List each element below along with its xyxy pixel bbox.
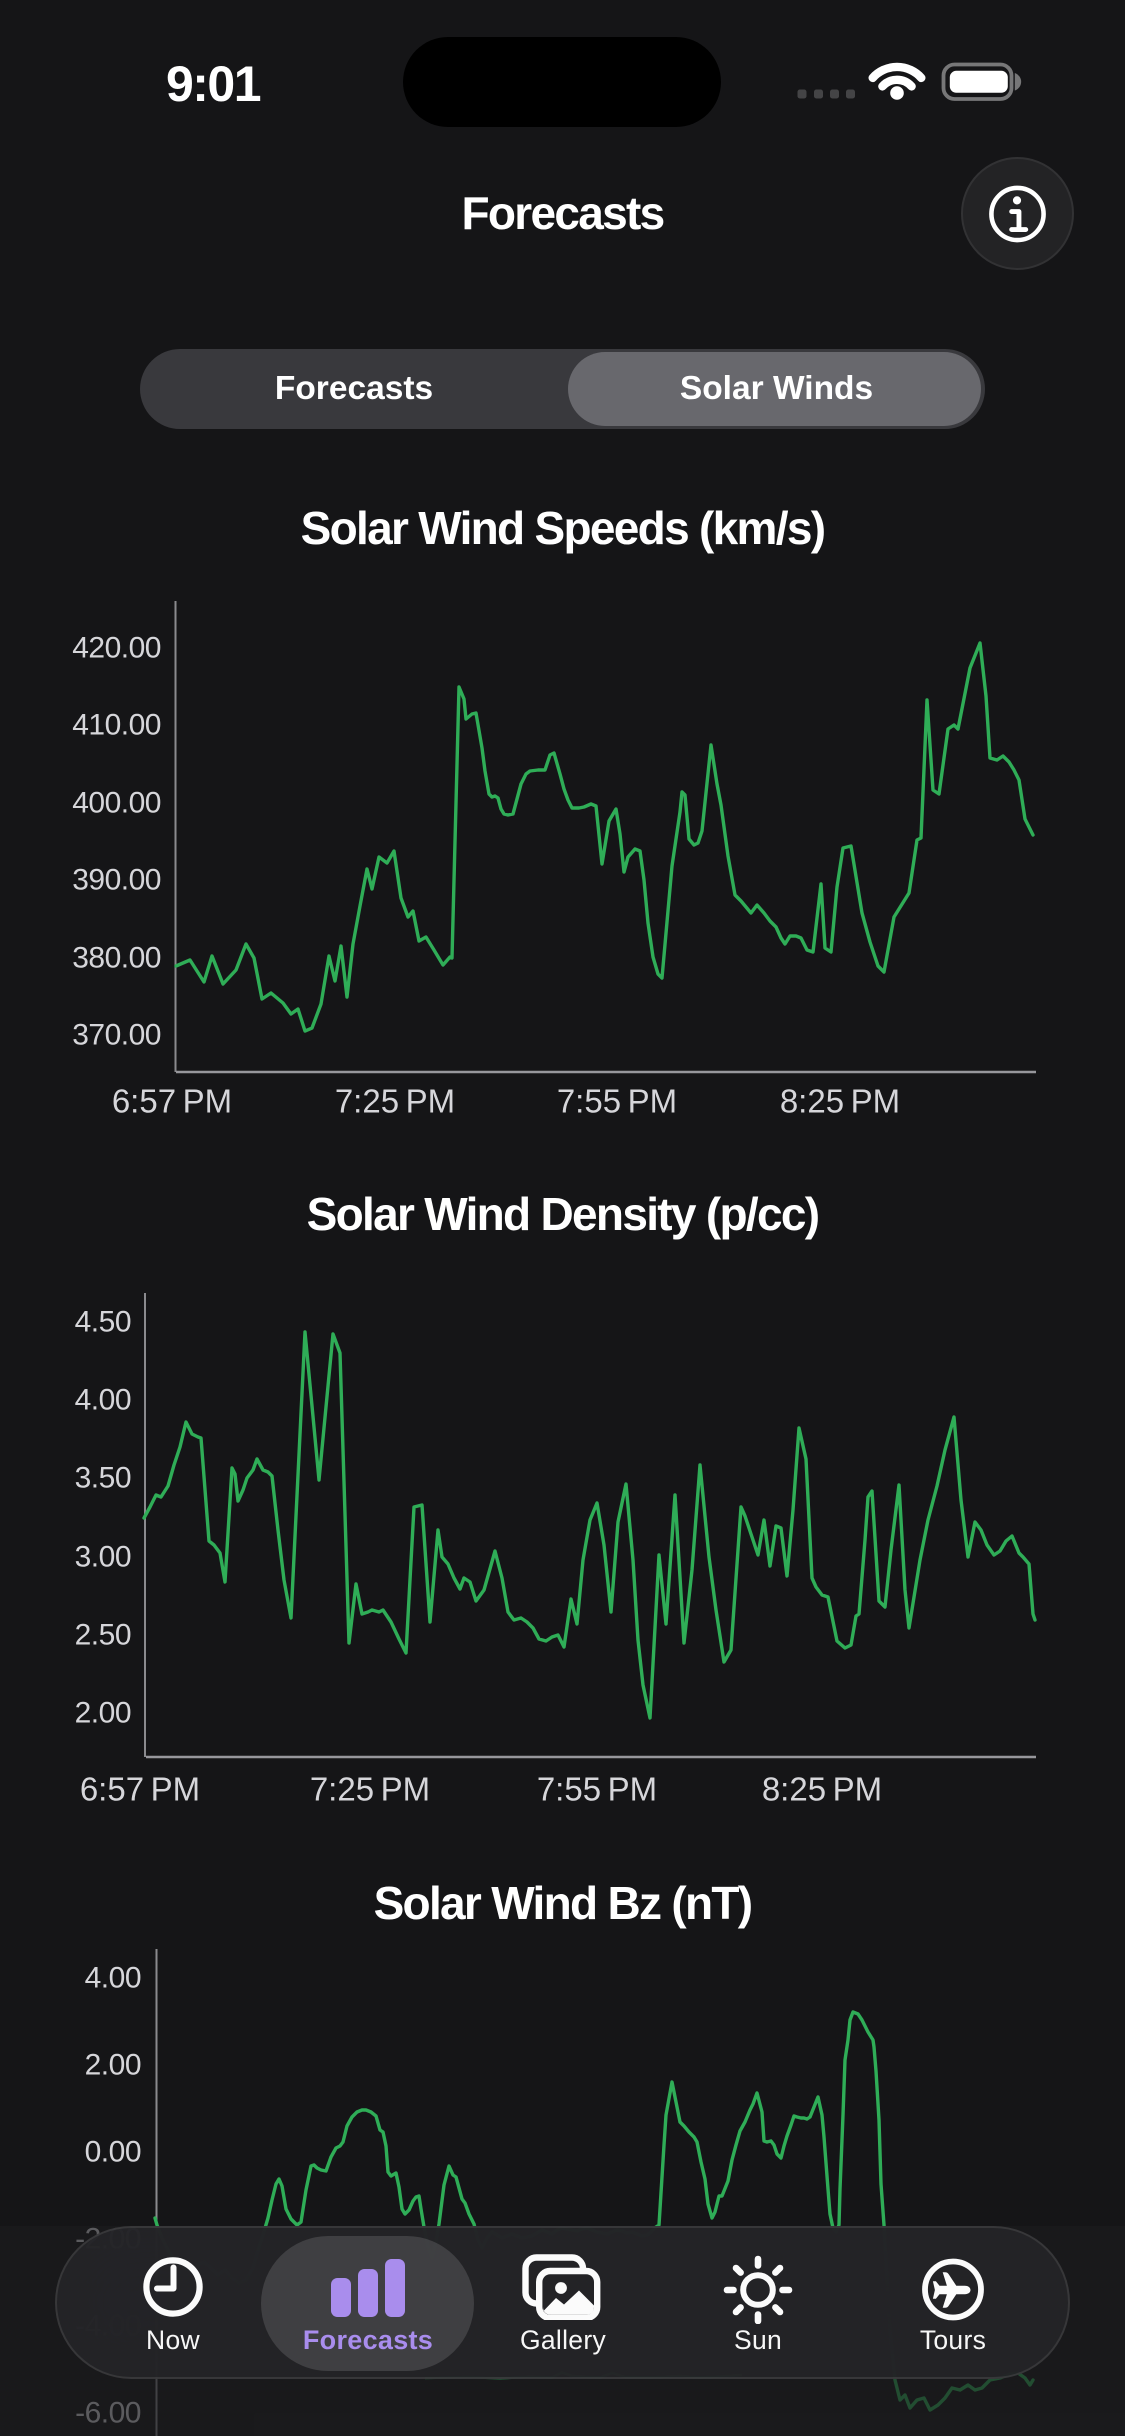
svg-text:7:25 PM: 7:25 PM: [310, 1771, 430, 1808]
svg-text:4.00: 4.00: [85, 1962, 141, 1995]
svg-text:410.00: 410.00: [72, 709, 161, 742]
svg-text:400.00: 400.00: [72, 787, 161, 820]
svg-text:0.00: 0.00: [85, 2136, 141, 2169]
svg-text:370.00: 370.00: [72, 1019, 161, 1052]
svg-text:2.50: 2.50: [75, 1619, 131, 1652]
svg-text:8:25 PM: 8:25 PM: [762, 1771, 882, 1808]
svg-text:4.00: 4.00: [75, 1384, 131, 1417]
svg-text:3.00: 3.00: [75, 1541, 131, 1574]
svg-text:2.00: 2.00: [75, 1697, 131, 1730]
svg-text:6:57 PM: 6:57 PM: [112, 1083, 232, 1120]
svg-text:3.50: 3.50: [75, 1462, 131, 1495]
svg-text:6:57 PM: 6:57 PM: [80, 1771, 200, 1808]
svg-text:390.00: 390.00: [72, 864, 161, 897]
svg-text:7:25 PM: 7:25 PM: [335, 1083, 455, 1120]
svg-text:380.00: 380.00: [72, 942, 161, 975]
svg-text:2.00: 2.00: [85, 2049, 141, 2082]
svg-text:7:55 PM: 7:55 PM: [537, 1771, 657, 1808]
svg-text:4.50: 4.50: [75, 1306, 131, 1339]
svg-text:420.00: 420.00: [72, 632, 161, 665]
svg-text:8:25 PM: 8:25 PM: [780, 1083, 900, 1120]
svg-text:7:55 PM: 7:55 PM: [557, 1083, 677, 1120]
